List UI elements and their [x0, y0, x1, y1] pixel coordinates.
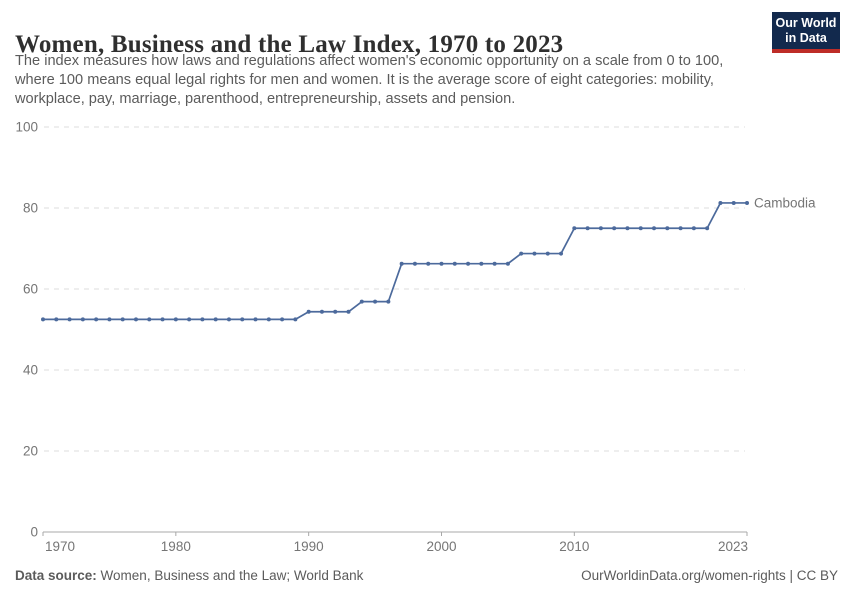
- data-point[interactable]: [452, 261, 457, 266]
- data-point[interactable]: [665, 226, 670, 231]
- data-point[interactable]: [545, 251, 550, 256]
- subtitle-line: The index measures how laws and regulati…: [15, 53, 724, 69]
- data-point[interactable]: [519, 251, 524, 256]
- logo-line-2: in Data: [785, 30, 827, 45]
- data-point[interactable]: [333, 309, 338, 314]
- data-point[interactable]: [160, 317, 165, 322]
- owid-logo-stripe: [772, 49, 840, 53]
- chart-footer: Data source: Women, Business and the Law…: [15, 568, 838, 583]
- y-tick-label: 80: [23, 201, 38, 216]
- x-tick-label: 1990: [294, 539, 324, 554]
- data-point[interactable]: [479, 261, 484, 266]
- data-point[interactable]: [585, 226, 590, 231]
- data-point[interactable]: [107, 317, 112, 322]
- data-point[interactable]: [147, 317, 152, 322]
- y-tick-label: 40: [23, 363, 38, 378]
- data-point[interactable]: [319, 309, 324, 314]
- owid-logo: Our World in Data: [772, 12, 840, 53]
- y-tick-label: 0: [30, 525, 38, 540]
- data-point[interactable]: [94, 317, 99, 322]
- data-point[interactable]: [54, 317, 59, 322]
- data-point[interactable]: [638, 226, 643, 231]
- x-tick-label: 2010: [559, 539, 589, 554]
- data-source-text: Women, Business and the Law; World Bank: [100, 568, 364, 583]
- y-tick-label: 60: [23, 282, 38, 297]
- data-point[interactable]: [67, 317, 72, 322]
- data-point[interactable]: [359, 299, 364, 304]
- data-point[interactable]: [439, 261, 444, 266]
- data-point[interactable]: [466, 261, 471, 266]
- data-point[interactable]: [120, 317, 125, 322]
- data-source-label: Data source:: [15, 568, 97, 583]
- data-point[interactable]: [705, 226, 710, 231]
- chart-title: Women, Business and the Law Index, 1970 …: [15, 30, 564, 58]
- data-point[interactable]: [226, 317, 231, 322]
- data-point[interactable]: [346, 309, 351, 314]
- data-point[interactable]: [572, 226, 577, 231]
- data-point[interactable]: [240, 317, 245, 322]
- data-line[interactable]: [43, 202, 747, 321]
- data-point[interactable]: [718, 200, 723, 205]
- data-point[interactable]: [598, 226, 603, 231]
- footer-citation-link[interactable]: OurWorldinData.org/women-rights | CC BY: [581, 568, 838, 583]
- x-tick-label: 2000: [426, 539, 456, 554]
- data-point[interactable]: [80, 317, 85, 322]
- data-source-note: Data source: Women, Business and the Law…: [15, 568, 363, 583]
- data-point[interactable]: [625, 226, 630, 231]
- data-point[interactable]: [559, 251, 564, 256]
- data-point[interactable]: [426, 261, 431, 266]
- logo-line-1: Our World: [775, 15, 837, 30]
- data-point[interactable]: [412, 261, 417, 266]
- subtitle-line: where 100 means equal legal rights for m…: [15, 72, 714, 88]
- data-point[interactable]: [293, 317, 298, 322]
- data-point[interactable]: [213, 317, 218, 322]
- y-tick-label: 20: [23, 444, 38, 459]
- data-point[interactable]: [745, 200, 749, 205]
- data-point[interactable]: [173, 317, 178, 322]
- data-point[interactable]: [386, 299, 391, 304]
- data-point[interactable]: [652, 226, 657, 231]
- data-point[interactable]: [133, 317, 138, 322]
- data-point[interactable]: [691, 226, 696, 231]
- data-point[interactable]: [399, 261, 404, 266]
- data-point[interactable]: [731, 200, 736, 205]
- data-point[interactable]: [41, 317, 45, 322]
- data-point[interactable]: [200, 317, 205, 322]
- owid-logo-text: Our World in Data: [772, 12, 840, 49]
- data-point[interactable]: [505, 261, 510, 266]
- entity-label[interactable]: Cambodia: [754, 195, 816, 210]
- data-point[interactable]: [187, 317, 192, 322]
- data-point[interactable]: [492, 261, 497, 266]
- data-point[interactable]: [266, 317, 271, 322]
- data-point[interactable]: [678, 226, 683, 231]
- subtitle-line: workplace, pay, marriage, parenthood, en…: [15, 91, 516, 107]
- data-point[interactable]: [373, 299, 378, 304]
- data-point[interactable]: [280, 317, 285, 322]
- x-tick-label: 1970: [45, 539, 75, 554]
- data-point[interactable]: [612, 226, 617, 231]
- x-tick-label: 1980: [161, 539, 191, 554]
- data-point[interactable]: [253, 317, 258, 322]
- y-tick-label: 100: [15, 120, 38, 135]
- chart-subtitle: The index measures how laws and regulati…: [15, 52, 775, 109]
- x-tick-label: 2023: [718, 539, 748, 554]
- data-point[interactable]: [306, 309, 311, 314]
- data-point[interactable]: [532, 251, 537, 256]
